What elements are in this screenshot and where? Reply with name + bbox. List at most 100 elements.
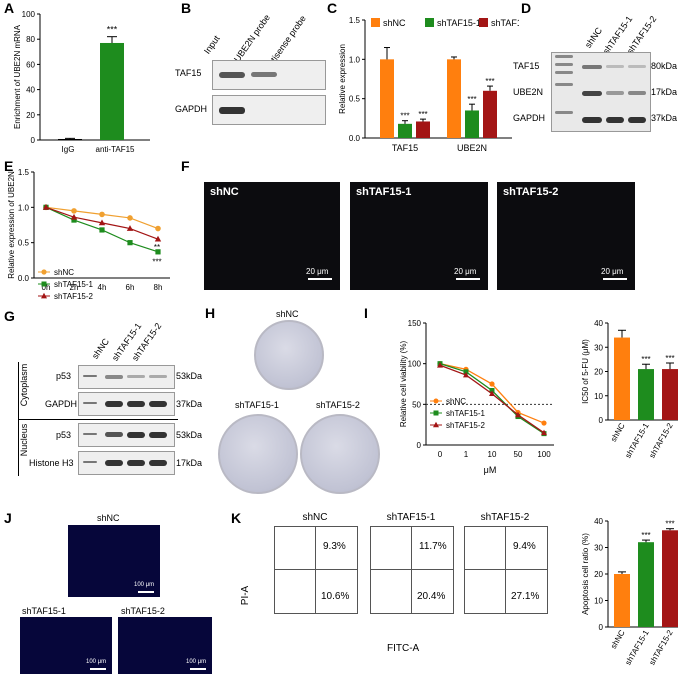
colony-label-shtaf15-1: shTAF15-1 xyxy=(235,400,279,410)
legend-marker xyxy=(41,281,47,287)
quadrant-divider xyxy=(505,527,506,613)
data-point xyxy=(126,225,134,231)
band xyxy=(127,432,145,438)
data-point xyxy=(489,388,495,394)
blot-d-membrane xyxy=(551,52,651,132)
x-tick-label: 4h xyxy=(98,283,107,292)
blot-g-row-label: Histone H3 xyxy=(29,458,74,468)
blot-g-row-label: p53 xyxy=(56,430,72,440)
data-point xyxy=(463,371,469,378)
y-tick-label: 60 xyxy=(26,60,35,69)
x-tick-label: UBE2N xyxy=(457,143,487,153)
legend-marker xyxy=(433,410,439,416)
y-tick-label: 20 xyxy=(594,368,603,377)
x-tick-label: IgG xyxy=(62,145,75,154)
band xyxy=(582,117,602,123)
significance: *** xyxy=(665,520,674,529)
data-point xyxy=(70,213,78,220)
tissue-label-shnc: shNC xyxy=(97,513,120,523)
x-tick-label: 100 xyxy=(537,450,551,459)
x-tick-label: 10 xyxy=(488,450,497,459)
blot-g-col-shnc: shNC xyxy=(90,336,112,361)
blot-g-membrane-3 xyxy=(78,423,175,447)
y-tick-label: 100 xyxy=(408,360,422,369)
panel-label-j: J xyxy=(4,510,12,526)
y-tick-label: 0.5 xyxy=(349,95,361,104)
y-tick-label: 150 xyxy=(408,319,422,328)
data-point xyxy=(127,240,133,246)
scale-bar xyxy=(190,668,206,670)
x-tick-label: shNC xyxy=(609,421,627,443)
blot-g-section-cytoplasm: Cytoplasm xyxy=(19,363,29,407)
band xyxy=(628,65,646,68)
blot-b-col-ube2n-probe: UBE2N probe xyxy=(232,12,273,64)
colony-dish-shtaf15-1 xyxy=(218,414,298,494)
legend-label: shTAF15-2 xyxy=(446,421,486,430)
blot-g-size: 17kDa xyxy=(176,458,203,468)
band xyxy=(105,401,123,407)
bar xyxy=(614,337,630,420)
bar xyxy=(380,59,394,139)
scale-text: 100 μm xyxy=(134,582,155,588)
tissue-image-shnc: 100 μm xyxy=(68,525,160,597)
band xyxy=(105,460,123,466)
panel-label-b: B xyxy=(181,0,192,16)
colony-label-shtaf15-2: shTAF15-2 xyxy=(316,400,360,410)
series-line xyxy=(45,206,159,230)
y-tick-label: 30 xyxy=(594,343,603,352)
chart-k-apoptosis: 0 10 20 30 40 Apoptosis cell ratio (%) shNC ***… xyxy=(581,517,678,667)
bar xyxy=(662,369,678,420)
micrograph-label: shTAF15-2 xyxy=(503,186,559,198)
panel-label-i: I xyxy=(364,305,368,321)
y-tick-label: 1.5 xyxy=(349,16,361,25)
chart-i-ic50: 0 10 20 30 40 IC50 of 5-FU (μM) shNC *** shTAF15… xyxy=(581,319,678,460)
blot-d-row-ube2n: UBE2N xyxy=(513,87,544,97)
tissue-image-shtaf15-1: 100 μm xyxy=(20,617,112,674)
blot-d-col-shnc: shNC xyxy=(583,25,605,50)
y-axis-label: Relative cell viability (%) xyxy=(399,341,408,428)
y-tick-label: 0.0 xyxy=(349,134,361,143)
legend-swatch xyxy=(371,18,380,27)
band xyxy=(582,91,602,96)
scale-bar xyxy=(90,668,106,670)
data-point xyxy=(541,420,547,426)
y-axis-label: Apoptosis cell ratio (%) xyxy=(581,533,590,615)
significance: *** xyxy=(400,112,409,121)
significance: *** xyxy=(418,110,427,119)
bar xyxy=(638,542,654,627)
x-axis-label: μM xyxy=(484,465,497,475)
scale-text: 20 μm xyxy=(601,267,624,276)
data-point xyxy=(154,235,162,242)
y-tick-label: 50 xyxy=(412,400,421,409)
chart-i-viability: 0 50 100 150 Relative cell viability (%) 0 1 10… xyxy=(399,319,554,475)
tissue-image-shtaf15-2: 100 μm xyxy=(118,617,212,674)
bar xyxy=(638,369,654,420)
panel-label-a: A xyxy=(4,0,15,16)
band xyxy=(606,65,624,68)
y-tick-label: 0 xyxy=(599,416,604,425)
band xyxy=(606,117,624,123)
y-tick-label: 20 xyxy=(594,570,603,579)
flow-plot-title: shNC xyxy=(302,512,328,523)
legend-label: shTAF15-1 xyxy=(446,409,486,418)
band xyxy=(628,91,646,95)
y-tick-label: 0 xyxy=(417,441,422,450)
panel-label-c: C xyxy=(327,0,338,16)
blot-b-gapdh-membrane xyxy=(212,95,326,125)
y-tick-label: 10 xyxy=(594,597,603,606)
band xyxy=(149,460,167,466)
blot-g: shNC shTAF15-1 shTAF15-2 Cytoplasm Nucle… xyxy=(0,305,203,485)
legend-marker xyxy=(433,398,439,404)
x-tick-label: 0 xyxy=(438,450,443,459)
quadrant-ul-value: 11.7% xyxy=(419,541,447,552)
y-tick-label: 0.5 xyxy=(18,239,30,248)
band xyxy=(555,55,573,58)
legend-marker xyxy=(41,292,47,299)
blot-g-divider xyxy=(18,419,178,420)
band xyxy=(127,460,145,466)
quadrant-divider xyxy=(411,527,412,613)
legend-label: shTAF15-2 xyxy=(491,18,519,28)
colony-dish-shnc xyxy=(254,320,324,390)
band xyxy=(251,72,277,77)
